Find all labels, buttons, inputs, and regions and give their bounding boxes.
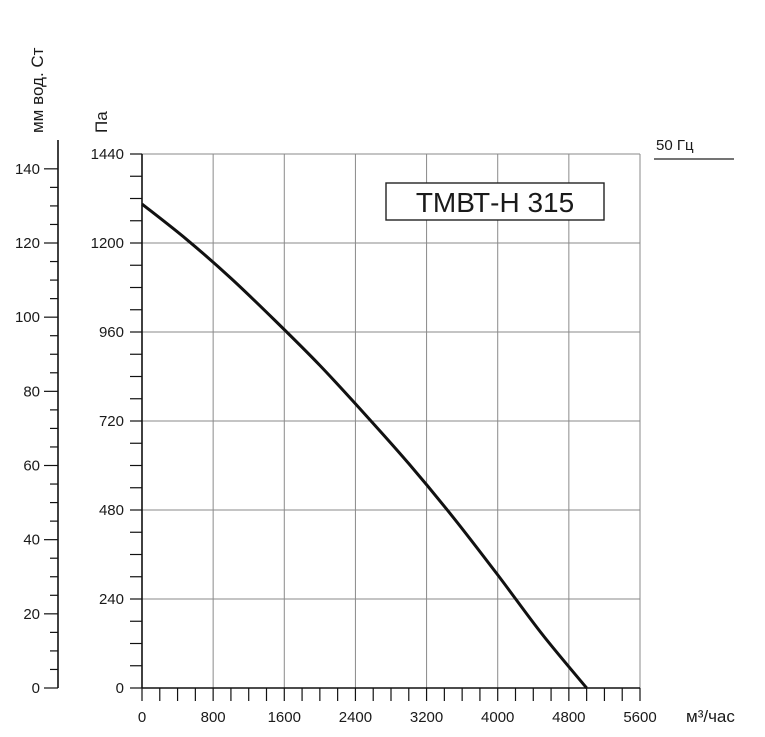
secondary-tick-label: 80 bbox=[23, 383, 40, 400]
y-tick-label: 0 bbox=[116, 680, 124, 697]
x-axis-title: м³/час bbox=[686, 707, 735, 726]
secondary-tick-label: 60 bbox=[23, 458, 40, 475]
secondary-tick-label: 100 bbox=[15, 309, 40, 326]
secondary-tick-label: 0 bbox=[32, 680, 40, 697]
x-tick-label: 5600 bbox=[623, 709, 656, 726]
x-tick-label: 1600 bbox=[268, 709, 301, 726]
x-tick-label: 0 bbox=[138, 709, 146, 726]
grid bbox=[57, 140, 641, 689]
x-tick-label: 800 bbox=[201, 709, 226, 726]
frequency-label: 50 Гц bbox=[654, 137, 734, 160]
series-layer bbox=[141, 202, 588, 689]
frequency-text: 50 Гц bbox=[656, 137, 694, 154]
x-tick-label: 4800 bbox=[552, 709, 585, 726]
y-tick-label: 240 bbox=[99, 591, 124, 608]
secondary-tick-label: 140 bbox=[15, 161, 40, 178]
y-tick-label: 1440 bbox=[91, 146, 124, 163]
model-box: ТМВТ-Н 315 bbox=[385, 182, 605, 221]
labels-layer: 0 800 1600 2400 3200 4000 4800 5600024048072096… bbox=[15, 47, 735, 726]
y-tick-label: 960 bbox=[99, 324, 124, 341]
secondary-tick-label: 20 bbox=[23, 606, 40, 623]
x-tick-label: 2400 bbox=[339, 709, 372, 726]
secondary-tick-label: 120 bbox=[15, 235, 40, 252]
x-tick-label: 3200 bbox=[410, 709, 443, 726]
y-axis-title: Па bbox=[92, 111, 111, 133]
secondary-axis-title: мм вод. Ст bbox=[28, 47, 47, 133]
chart-title: ТМВТ-Н 315 bbox=[416, 187, 574, 218]
minor-ticks bbox=[44, 153, 641, 701]
y-tick-label: 1200 bbox=[91, 235, 124, 252]
performance-curve bbox=[141, 202, 588, 689]
y-tick-label: 480 bbox=[99, 502, 124, 519]
secondary-tick-label: 40 bbox=[23, 532, 40, 549]
x-tick-label: 4000 bbox=[481, 709, 514, 726]
y-tick-label: 720 bbox=[99, 413, 124, 430]
